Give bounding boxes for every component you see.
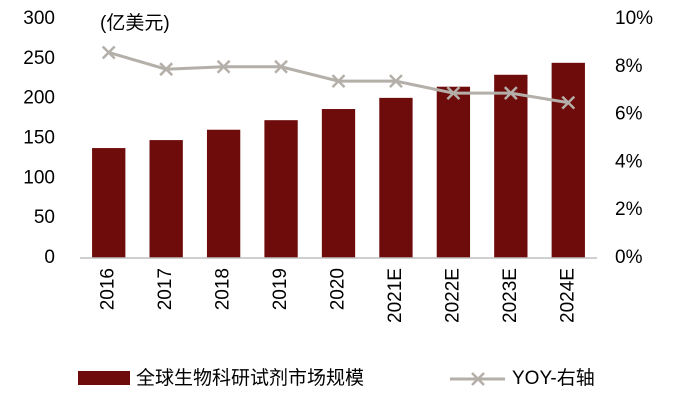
x-tick-label: 2022E <box>442 268 463 323</box>
legend-label: 全球生物科研试剂市场规模 <box>136 367 364 389</box>
y-tick-label: 300 <box>23 8 55 29</box>
unit-annotation: (亿美元) <box>100 12 170 34</box>
y-tick-label: 100 <box>23 167 55 188</box>
bar <box>264 120 298 258</box>
x-tick-label: 2016 <box>98 268 119 310</box>
bar <box>149 140 183 258</box>
y-tick-label: 150 <box>23 128 55 149</box>
legend-swatch <box>78 371 130 385</box>
y2-tick-label: 10% <box>615 8 653 29</box>
bar <box>494 74 528 259</box>
legend-label: YOY-右轴 <box>512 367 595 389</box>
line-marker <box>101 45 116 60</box>
bar <box>206 129 241 258</box>
bar <box>436 86 471 258</box>
y2-tick-label: 6% <box>615 104 643 125</box>
line-marker <box>274 59 288 74</box>
x-tick-label: 2018 <box>213 268 234 310</box>
y2-tick-label: 2% <box>615 199 643 220</box>
y2-tick-label: 4% <box>615 151 643 172</box>
x-tick-label: 2017 <box>155 268 176 310</box>
line-marker <box>159 62 174 77</box>
x-tick-label: 2023E <box>500 268 521 323</box>
line-marker <box>331 74 346 89</box>
y-tick-label: 0 <box>44 247 55 268</box>
line-marker <box>389 74 403 89</box>
bar <box>321 109 356 258</box>
x-tick-label: 2020 <box>328 268 349 310</box>
x-tick-label: 2019 <box>270 268 291 310</box>
y2-tick-label: 0% <box>615 247 643 268</box>
bar <box>92 148 126 258</box>
line-marker <box>446 86 461 100</box>
legend-marker <box>471 372 485 386</box>
bar <box>551 62 585 258</box>
line-marker <box>216 59 231 74</box>
line-marker <box>503 86 518 100</box>
y2-tick-label: 8% <box>615 56 643 77</box>
x-tick-label: 2024E <box>557 268 578 323</box>
x-tick-label: 2021E <box>385 268 406 323</box>
line-marker <box>561 95 576 110</box>
y-tick-label: 200 <box>23 88 55 109</box>
bar <box>379 97 413 259</box>
y-tick-label: 250 <box>23 48 55 69</box>
y-tick-label: 50 <box>34 207 55 228</box>
